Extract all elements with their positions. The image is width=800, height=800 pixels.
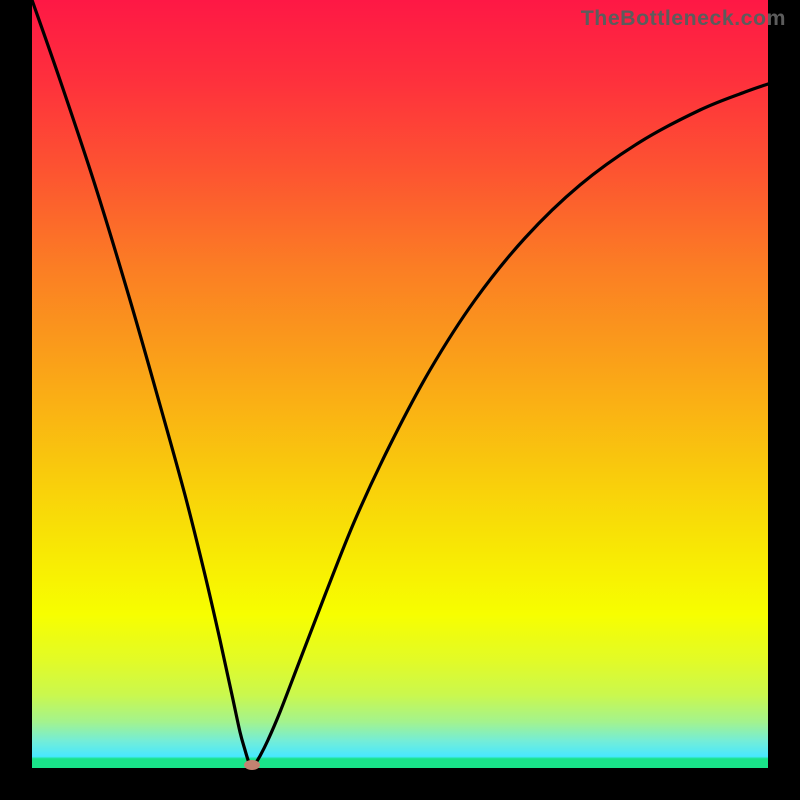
optimum-marker	[244, 760, 260, 770]
bottleneck-chart: TheBottleneck.com	[0, 0, 800, 800]
bottom-strip	[32, 760, 768, 768]
watermark-text: TheBottleneck.com	[581, 6, 786, 31]
chart-canvas	[0, 0, 800, 800]
plot-gradient	[32, 0, 768, 768]
